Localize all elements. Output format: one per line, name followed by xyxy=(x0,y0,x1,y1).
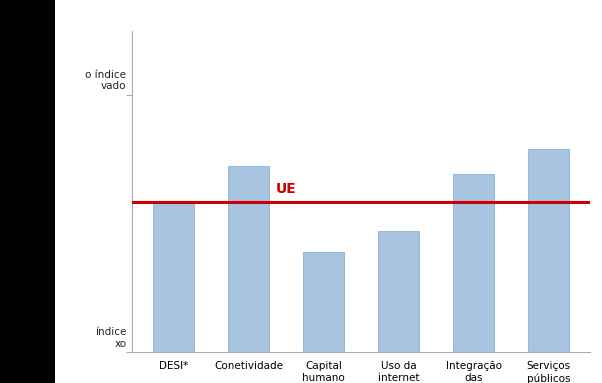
Text: o índice
vado: o índice vado xyxy=(85,70,126,91)
Bar xyxy=(228,167,270,352)
Bar xyxy=(378,231,419,352)
Bar xyxy=(154,202,194,352)
Text: UE: UE xyxy=(276,182,297,196)
Text: índice
xo: índice xo xyxy=(95,327,126,349)
Bar xyxy=(453,173,494,352)
Bar xyxy=(528,149,569,352)
Bar xyxy=(303,252,344,352)
